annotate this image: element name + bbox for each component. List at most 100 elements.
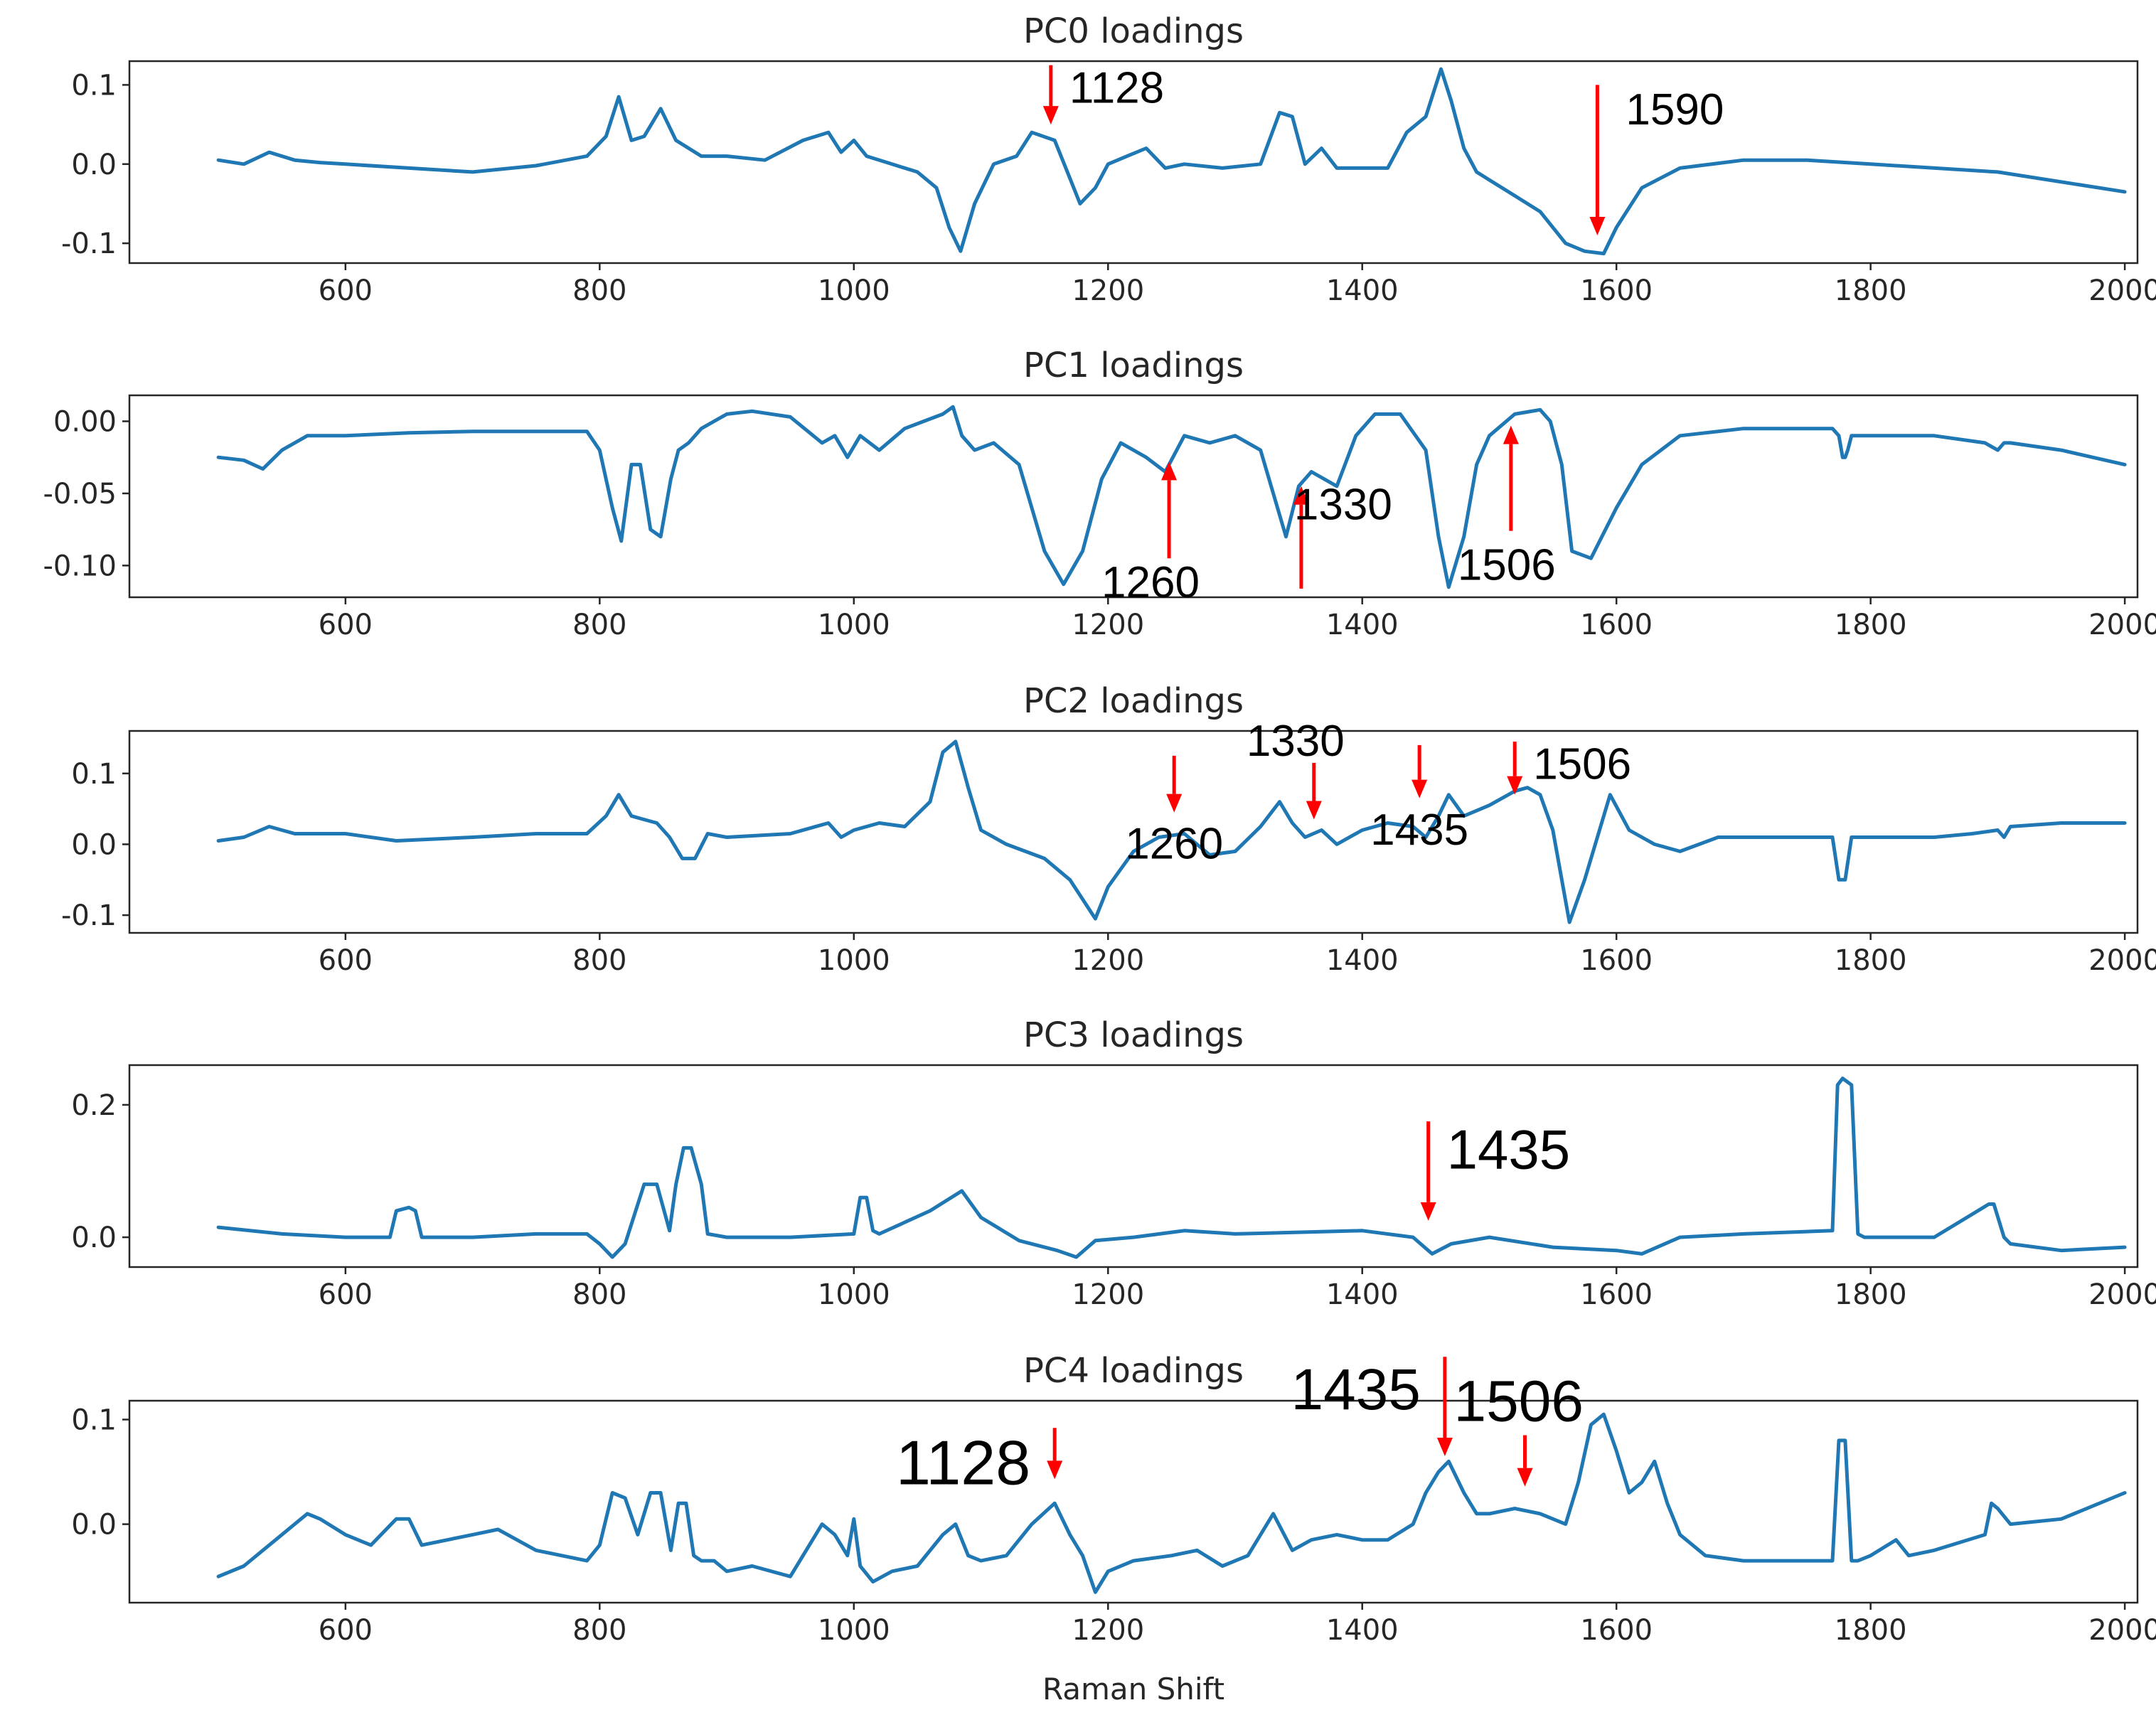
x-tick-label: 800 bbox=[572, 609, 626, 641]
annotation-label: 1435 bbox=[1447, 1118, 1571, 1180]
y-tick-label: 0.0 bbox=[71, 149, 117, 181]
series-line-pc0 bbox=[216, 67, 2127, 256]
y-tick-label: 0.00 bbox=[53, 406, 117, 439]
annotation-arrow bbox=[1503, 425, 1519, 531]
annotation-arrow bbox=[1293, 486, 1309, 589]
y-tick-label: 0.1 bbox=[71, 69, 117, 102]
x-tick-label: 2000 bbox=[2088, 944, 2156, 977]
annotation-label: 1506 bbox=[1458, 541, 1556, 590]
arrow-head bbox=[1042, 106, 1059, 125]
plot-area: 600 800 1000 1200 1400 1600 1800 2000 0.1 0.0 -0.1… bbox=[61, 717, 2156, 977]
panel-pc4: PC4 loadings 600 800 1000 1200 1400 1600 1800 2… bbox=[71, 1351, 2156, 1647]
panel-title: PC1 loadings bbox=[1023, 346, 1244, 385]
x-tick-label: 800 bbox=[572, 1614, 626, 1647]
panel-title: PC3 loadings bbox=[1023, 1015, 1244, 1055]
x-tick-label: 1200 bbox=[1072, 609, 1144, 641]
annotation-arrow bbox=[1517, 1435, 1533, 1487]
x-tick-label: 800 bbox=[572, 274, 626, 307]
panel-pc3: PC3 loadings 600 800 1000 1200 1400 1600 1800 2… bbox=[71, 1015, 2156, 1311]
y-tick-label: 0.1 bbox=[71, 758, 117, 791]
series-line-pc1 bbox=[216, 405, 2127, 589]
y-tick-label: 0.0 bbox=[71, 828, 117, 861]
annotation-label: 1260 bbox=[1101, 558, 1200, 607]
x-tick-label: 2000 bbox=[2088, 1614, 2156, 1647]
arrow-head bbox=[1517, 1468, 1533, 1487]
x-tick-label: 1200 bbox=[1072, 944, 1144, 977]
plot-frame bbox=[128, 730, 2139, 934]
x-tick-label: 600 bbox=[319, 1614, 373, 1647]
y-tick-label: 0.0 bbox=[71, 1509, 117, 1542]
x-tick-label: 1400 bbox=[1326, 944, 1399, 977]
y-tick-label: 0.2 bbox=[71, 1089, 117, 1122]
x-tick-label: 1000 bbox=[818, 1614, 890, 1647]
panel-title: PC2 loadings bbox=[1023, 681, 1244, 721]
annotation-label: 1128 bbox=[896, 1427, 1030, 1497]
series-line-pc3 bbox=[216, 1076, 2127, 1259]
x-tick-label: 1600 bbox=[1580, 1614, 1653, 1647]
annotation-arrow bbox=[1161, 461, 1178, 559]
x-tick-label: 1000 bbox=[818, 1278, 890, 1311]
annotation-arrow bbox=[1042, 65, 1059, 125]
x-tick-label: 1400 bbox=[1326, 1614, 1399, 1647]
arrow-head bbox=[1589, 217, 1606, 236]
arrow-head bbox=[1420, 1202, 1436, 1221]
annotation-arrow bbox=[1306, 762, 1322, 820]
plot-frame bbox=[128, 1064, 2139, 1268]
panel-title: PC0 loadings bbox=[1023, 11, 1244, 51]
panel-pc2: PC2 loadings 600 800 1000 1200 1400 1600 1800 2… bbox=[61, 681, 2156, 977]
arrow-head bbox=[1503, 425, 1519, 444]
annotation-label: 1330 bbox=[1294, 480, 1392, 529]
annotation-arrow bbox=[1411, 744, 1428, 798]
plot-area: 600 800 1000 1200 1400 1600 1800 2000 0.1 0.0 1128… bbox=[71, 1357, 2156, 1647]
panel-pc1: PC1 loadings 600 800 1000 1200 1400 1600 1800 2… bbox=[43, 346, 2156, 641]
x-tick-label: 1800 bbox=[1835, 1614, 1907, 1647]
x-tick-label: 2000 bbox=[2088, 609, 2156, 641]
arrow-head bbox=[1293, 486, 1309, 505]
x-tick-label: 600 bbox=[319, 609, 373, 641]
y-tick-label: 0.0 bbox=[71, 1222, 117, 1254]
x-tick-label: 800 bbox=[572, 1278, 626, 1311]
arrow-head bbox=[1306, 801, 1322, 820]
x-tick-label: 600 bbox=[319, 944, 373, 977]
plot-area: 600 800 1000 1200 1400 1600 1800 2000 0.2 0.0 1435 bbox=[71, 1064, 2156, 1311]
x-tick-label: 1600 bbox=[1580, 944, 1653, 977]
plot-area: 600 800 1000 1200 1400 1600 1800 2000 0.1 0.0 -0.1… bbox=[61, 60, 2156, 307]
panel-title: PC4 loadings bbox=[1023, 1351, 1244, 1391]
annotation-label: 1590 bbox=[1626, 85, 1724, 134]
x-tick-label: 600 bbox=[319, 274, 373, 307]
x-tick-label: 2000 bbox=[2088, 1278, 2156, 1311]
x-tick-label: 2000 bbox=[2088, 274, 2156, 307]
x-tick-label: 1000 bbox=[818, 609, 890, 641]
y-tick-label: 0.1 bbox=[71, 1404, 117, 1436]
y-tick-label: -0.1 bbox=[61, 899, 117, 932]
annotation-arrow bbox=[1047, 1428, 1063, 1480]
series-line-pc2 bbox=[216, 739, 2127, 924]
plot-frame bbox=[128, 394, 2139, 599]
annotation-label: 1260 bbox=[1125, 820, 1223, 869]
annotation-label: 1506 bbox=[1533, 740, 1631, 789]
annotation-label: 1128 bbox=[1069, 63, 1164, 112]
x-tick-label: 1800 bbox=[1835, 1278, 1907, 1311]
plot-frame bbox=[128, 60, 2139, 265]
annotation-arrow bbox=[1589, 85, 1606, 236]
arrow-head bbox=[1411, 779, 1428, 798]
y-tick-label: -0.05 bbox=[43, 478, 117, 511]
annotation-arrow bbox=[1436, 1357, 1453, 1456]
x-tick-label: 1200 bbox=[1072, 1614, 1144, 1647]
annotation-label: 1435 bbox=[1370, 806, 1468, 855]
x-tick-label: 1000 bbox=[818, 274, 890, 307]
x-tick-label: 1600 bbox=[1580, 274, 1653, 307]
x-tick-label: 1600 bbox=[1580, 609, 1653, 641]
arrow-head bbox=[1436, 1437, 1453, 1456]
arrow-head bbox=[1161, 461, 1178, 481]
x-tick-label: 1400 bbox=[1326, 609, 1399, 641]
arrow-head bbox=[1507, 776, 1523, 795]
x-tick-label: 1000 bbox=[818, 944, 890, 977]
x-tick-label: 1800 bbox=[1835, 609, 1907, 641]
series-line-pc4 bbox=[216, 1412, 2127, 1594]
annotation-arrow bbox=[1166, 755, 1183, 813]
x-tick-label: 1800 bbox=[1835, 944, 1907, 977]
annotation-label: 1506 bbox=[1454, 1369, 1584, 1434]
annotation-label: 1330 bbox=[1247, 717, 1345, 766]
